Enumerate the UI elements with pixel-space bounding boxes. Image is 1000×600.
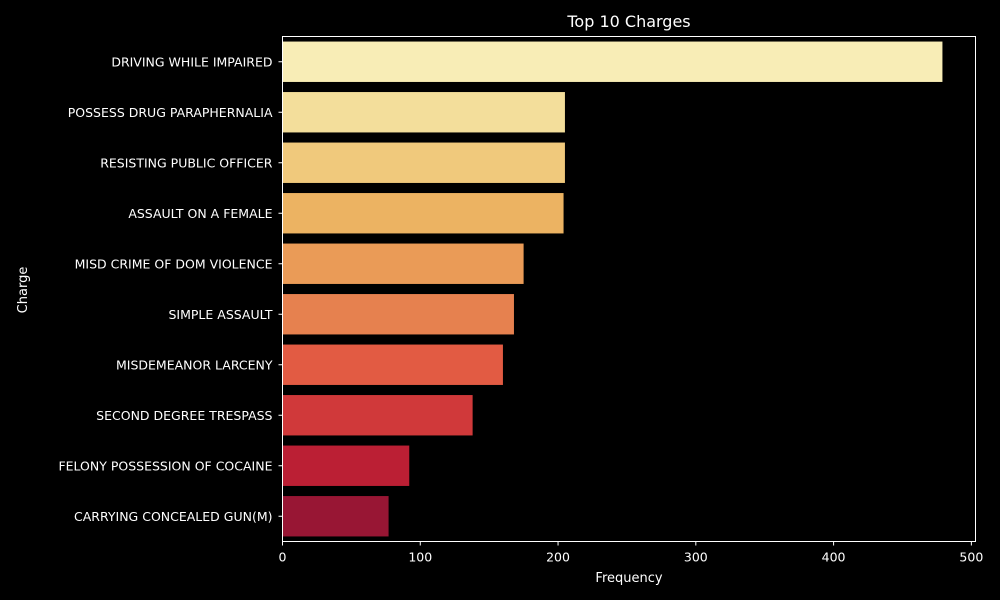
y-tick-label: ASSAULT ON A FEMALE <box>128 206 272 221</box>
bar-5 <box>282 243 524 284</box>
y-ticks-group: DRIVING WHILE IMPAIRED POSSESS DRUG PARAP… <box>58 54 283 524</box>
bar-8 <box>282 395 473 436</box>
bar-10 <box>282 496 389 537</box>
plot-frame <box>282 36 976 542</box>
y-tick-label: RESISTING PUBLIC OFFICER <box>100 155 273 170</box>
bar-4 <box>282 193 564 234</box>
x-tick-label: 200 <box>546 550 570 565</box>
bar-3 <box>282 142 565 183</box>
x-tick-label: 500 <box>959 550 983 565</box>
y-tick-label: MISD CRIME OF DOM VIOLENCE <box>75 256 273 271</box>
bar-7 <box>282 344 503 385</box>
bar-1 <box>282 41 943 82</box>
x-tick-label: 300 <box>684 550 708 565</box>
x-axis-label: Frequency <box>595 571 662 586</box>
y-tick-label: DRIVING WHILE IMPAIRED <box>111 54 272 69</box>
y-tick-label: SIMPLE ASSAULT <box>168 307 272 322</box>
y-tick-label: FELONY POSSESSION OF COCAINE <box>58 458 272 473</box>
y-axis-label: Charge <box>16 267 31 314</box>
bars-group <box>282 41 943 537</box>
chart-title: Top 10 Charges <box>566 12 690 31</box>
y-tick-label: SECOND DEGREE TRESPASS <box>96 408 272 423</box>
x-tick-label: 100 <box>408 550 432 565</box>
bar-2 <box>282 92 565 133</box>
y-tick-label: MISDEMEANOR LARCENY <box>116 357 273 372</box>
y-tick-label: CARRYING CONCEALED GUN(M) <box>74 509 272 524</box>
x-tick-label: 0 <box>279 550 287 565</box>
bar-6 <box>282 294 514 335</box>
bar-9 <box>282 445 410 486</box>
y-tick-label: POSSESS DRUG PARAPHERNALIA <box>68 105 273 120</box>
x-ticks-group: 0 100 200 300 400 500 <box>279 541 983 565</box>
x-tick-label: 400 <box>822 550 846 565</box>
